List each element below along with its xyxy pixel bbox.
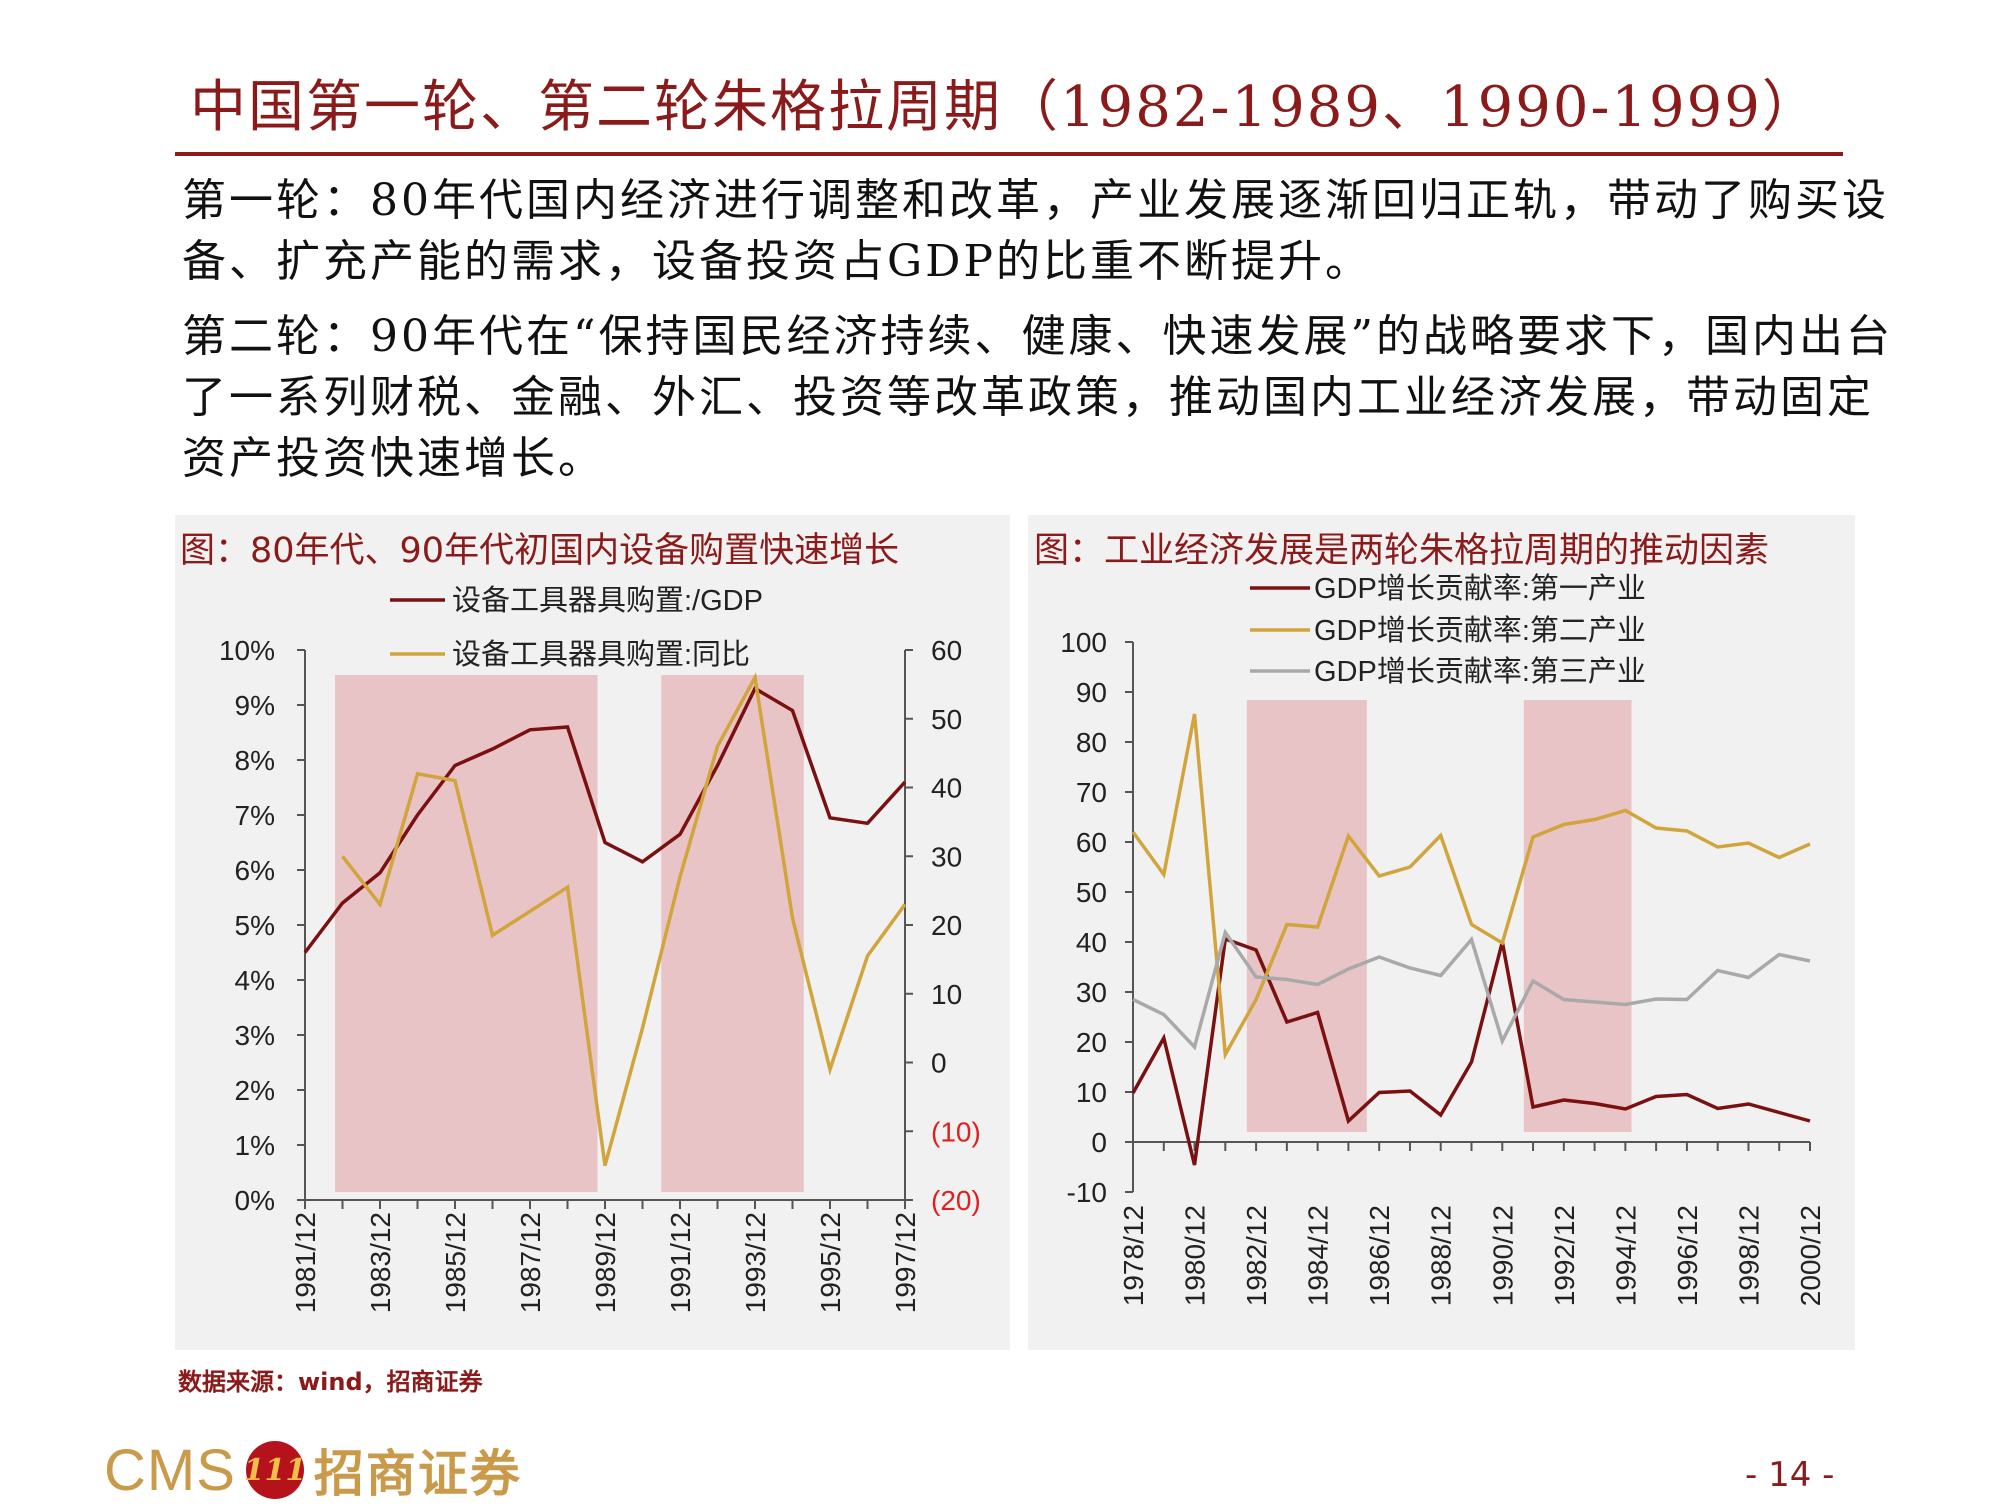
left-y-tick-label: 6% bbox=[235, 855, 275, 886]
right-x-tick-label: 1998/12 bbox=[1733, 1205, 1764, 1306]
left-x-tick-label: 1989/12 bbox=[590, 1212, 621, 1313]
right-y-tick-label: 0 bbox=[1091, 1127, 1107, 1158]
right-y-tick-label: 60 bbox=[1076, 827, 1107, 858]
title-divider bbox=[175, 152, 1843, 156]
cms-logo: CMS 111 招商证券 bbox=[104, 1438, 522, 1504]
right-x-tick-label: 1992/12 bbox=[1549, 1205, 1580, 1306]
left-y-tick-label: 8% bbox=[235, 745, 275, 776]
left-x-tick-label: 1997/12 bbox=[890, 1212, 921, 1313]
right-y-tick-label: 20 bbox=[1076, 1027, 1107, 1058]
left-x-tick-label: 1987/12 bbox=[515, 1212, 546, 1313]
right-series-tertiary-line bbox=[1132, 928, 1811, 1051]
right-x-tick-label: 1988/12 bbox=[1426, 1205, 1457, 1306]
right-chart-panel bbox=[1028, 515, 1855, 1350]
left-y-tick-label: 4% bbox=[235, 965, 275, 996]
left-y-tick-label: 10% bbox=[219, 635, 275, 666]
right-shaded-period-2 bbox=[1523, 700, 1632, 1132]
right-y-tick-label: 100 bbox=[1060, 627, 1107, 658]
right-y-tick-label: 70 bbox=[1076, 777, 1107, 808]
logo-company-name: 招商证券 bbox=[313, 1444, 522, 1503]
right-x-tick-label: 1980/12 bbox=[1180, 1205, 1211, 1306]
right-legend-tertiary-label: GDP增长贡献率:第三产业 bbox=[1314, 655, 1646, 688]
right-x-tick-label: 1984/12 bbox=[1303, 1205, 1334, 1306]
paragraph-first-cycle: 第一轮：80年代国内经济进行调整和改革，产业发展逐渐回归正轨，带动了购买设备、扩… bbox=[182, 175, 1889, 287]
left-y2-tick-label: 50 bbox=[931, 704, 962, 735]
right-y-tick-label: 10 bbox=[1076, 1077, 1107, 1108]
right-x-tick-label: 2000/12 bbox=[1795, 1205, 1826, 1306]
left-y-tick-label: 1% bbox=[235, 1130, 275, 1161]
left-y2-tick-label: 10 bbox=[931, 979, 962, 1010]
left-series-equipment-yoy-line bbox=[341, 672, 907, 1167]
right-x-tick-label: 1982/12 bbox=[1241, 1205, 1272, 1306]
left-legend-label-gdp: 设备工具器具购置:/GDP bbox=[452, 584, 763, 617]
data-source-note: 数据来源：wind，招商证券 bbox=[178, 1368, 483, 1396]
left-y-tick-label: 0% bbox=[235, 1185, 275, 1216]
page-number: - 14 - bbox=[1745, 1455, 1835, 1495]
right-y-tick-label: 40 bbox=[1076, 927, 1107, 958]
left-y-tick-label: 9% bbox=[235, 690, 275, 721]
left-x-tick-label: 1981/12 bbox=[290, 1212, 321, 1313]
left-y2-tick-label: (10) bbox=[931, 1116, 981, 1147]
left-chart-title: 图：80年代、90年代初国内设备购置快速增长 bbox=[180, 531, 900, 571]
right-x-tick-label: 1990/12 bbox=[1487, 1205, 1518, 1306]
left-y2-tick-label: 20 bbox=[931, 910, 962, 941]
right-shaded-period-1 bbox=[1246, 700, 1367, 1132]
right-y-tick-label: 30 bbox=[1076, 977, 1107, 1008]
right-y-tick-label: 50 bbox=[1076, 877, 1107, 908]
right-legend-secondary-label: GDP增长贡献率:第二产业 bbox=[1314, 614, 1646, 647]
right-x-tick-label: 1996/12 bbox=[1672, 1205, 1703, 1306]
left-y2-tick-label: 0 bbox=[931, 1048, 947, 1079]
left-x-tick-label: 1991/12 bbox=[665, 1212, 696, 1313]
right-chart-title: 图：工业经济发展是两轮朱格拉周期的推动因素 bbox=[1034, 531, 1770, 571]
right-y-tick-label: -10 bbox=[1067, 1177, 1107, 1208]
left-y-tick-label: 2% bbox=[235, 1075, 275, 1106]
left-legend-label-yoy: 设备工具器具购置:同比 bbox=[452, 638, 750, 671]
left-y2-tick-label: 30 bbox=[931, 841, 962, 872]
left-x-tick-label: 1993/12 bbox=[740, 1212, 771, 1313]
right-x-tick-label: 1986/12 bbox=[1364, 1205, 1395, 1306]
right-series-primary-line bbox=[1131, 936, 1811, 1166]
paragraph-second-cycle: 第二轮：90年代在“保持国民经济持续、健康、快速发展”的战略要求下，国内出台了一… bbox=[182, 311, 1893, 484]
left-y-tick-label: 5% bbox=[235, 910, 275, 941]
left-shaded-period-1 bbox=[335, 675, 598, 1192]
left-series-equipment-gdp-line bbox=[303, 686, 907, 954]
right-y-tick-label: 80 bbox=[1076, 727, 1107, 758]
left-y-tick-label: 3% bbox=[235, 1020, 275, 1051]
right-x-tick-label: 1978/12 bbox=[1118, 1205, 1149, 1306]
right-x-tick-label: 1994/12 bbox=[1610, 1205, 1641, 1306]
left-y2-tick-label: 60 bbox=[931, 635, 962, 666]
slide-title: 中国第一轮、第二轮朱格拉周期（1982-1989、1990-1999） bbox=[190, 75, 1820, 140]
right-y-tick-label: 90 bbox=[1076, 677, 1107, 708]
left-x-tick-label: 1995/12 bbox=[815, 1212, 846, 1313]
right-series-secondary-line bbox=[1131, 713, 1811, 1061]
left-x-tick-label: 1983/12 bbox=[365, 1212, 396, 1313]
logo-emblem-icon: 111 bbox=[244, 1441, 306, 1499]
left-y2-tick-label: 40 bbox=[931, 773, 962, 804]
left-y-tick-label: 7% bbox=[235, 800, 275, 831]
left-shaded-period-2 bbox=[661, 675, 804, 1192]
left-x-tick-label: 1985/12 bbox=[440, 1212, 471, 1313]
logo-cms-text: CMS bbox=[104, 1437, 236, 1503]
left-y2-tick-label: (20) bbox=[931, 1185, 981, 1216]
right-legend-primary-label: GDP增长贡献率:第一产业 bbox=[1314, 572, 1646, 605]
